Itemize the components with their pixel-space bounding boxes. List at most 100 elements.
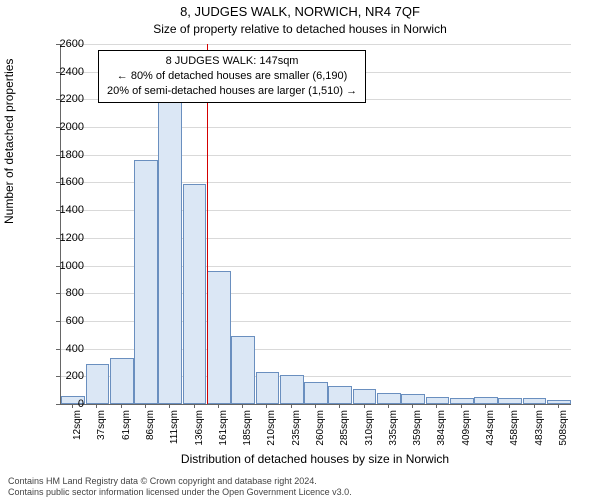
gridline [61, 127, 571, 128]
ytick-label: 1000 [44, 260, 84, 272]
xtick-mark [485, 404, 486, 408]
annotation-line: 20% of semi-detached houses are larger (… [107, 84, 357, 99]
xtick-mark [194, 404, 195, 408]
xtick-label: 210sqm [266, 410, 277, 460]
chart-title-sub: Size of property relative to detached ho… [0, 22, 600, 36]
xtick-label: 310sqm [364, 410, 375, 460]
annotation-line: 8 JUDGES WALK: 147sqm [107, 54, 357, 69]
ytick-label: 2400 [44, 66, 84, 78]
xtick-label: 260sqm [315, 410, 326, 460]
xtick-mark [266, 404, 267, 408]
ytick-mark [56, 99, 60, 100]
xtick-label: 285sqm [339, 410, 350, 460]
histogram-bar [353, 389, 377, 404]
xtick-mark [72, 404, 73, 408]
histogram-bar [134, 160, 158, 404]
ytick-label: 0 [44, 398, 84, 410]
xtick-mark [145, 404, 146, 408]
xtick-mark [315, 404, 316, 408]
xtick-label: 86sqm [145, 410, 156, 460]
histogram-bar [231, 336, 255, 404]
footer-line-2: Contains public sector information licen… [8, 487, 352, 498]
xtick-label: 508sqm [558, 410, 569, 460]
histogram-bar [280, 375, 304, 404]
ytick-label: 2600 [44, 38, 84, 50]
histogram-bar [328, 386, 352, 404]
xtick-mark [218, 404, 219, 408]
ytick-mark [56, 72, 60, 73]
xtick-mark [339, 404, 340, 408]
ytick-mark [56, 321, 60, 322]
xtick-mark [96, 404, 97, 408]
histogram-bar [256, 372, 280, 404]
ytick-mark [56, 155, 60, 156]
histogram-bar [401, 394, 425, 404]
ytick-label: 2200 [44, 93, 84, 105]
xtick-label: 12sqm [72, 410, 83, 460]
xtick-mark [364, 404, 365, 408]
gridline [61, 155, 571, 156]
ytick-label: 1800 [44, 149, 84, 161]
histogram-bar [304, 382, 328, 404]
ytick-mark [56, 404, 60, 405]
xtick-label: 37sqm [96, 410, 107, 460]
xtick-label: 409sqm [461, 410, 472, 460]
ytick-mark [56, 210, 60, 211]
histogram-bar [86, 364, 110, 404]
histogram-bar [547, 400, 571, 404]
histogram-bar [474, 397, 498, 404]
annotation-box: 8 JUDGES WALK: 147sqm← 80% of detached h… [98, 50, 366, 103]
histogram-bar [110, 358, 134, 404]
histogram-chart: 8, JUDGES WALK, NORWICH, NR4 7QF Size of… [0, 0, 600, 500]
ytick-mark [56, 44, 60, 45]
ytick-label: 1400 [44, 204, 84, 216]
xtick-label: 136sqm [194, 410, 205, 460]
xtick-label: 111sqm [169, 410, 180, 460]
ytick-mark [56, 127, 60, 128]
xtick-mark [558, 404, 559, 408]
xtick-mark [291, 404, 292, 408]
footer-attribution: Contains HM Land Registry data © Crown c… [8, 476, 352, 498]
xtick-mark [121, 404, 122, 408]
ytick-mark [56, 238, 60, 239]
xtick-label: 359sqm [412, 410, 423, 460]
y-axis-label: Number of detached properties [2, 59, 16, 224]
ytick-mark [56, 266, 60, 267]
histogram-bar [377, 393, 401, 404]
xtick-label: 335sqm [388, 410, 399, 460]
xtick-mark [436, 404, 437, 408]
ytick-label: 400 [44, 343, 84, 355]
xtick-label: 483sqm [534, 410, 545, 460]
xtick-mark [509, 404, 510, 408]
ytick-label: 1200 [44, 232, 84, 244]
ytick-mark [56, 376, 60, 377]
xtick-mark [461, 404, 462, 408]
xtick-mark [534, 404, 535, 408]
histogram-bar [183, 184, 207, 404]
footer-line-1: Contains HM Land Registry data © Crown c… [8, 476, 352, 487]
ytick-mark [56, 182, 60, 183]
xtick-label: 161sqm [218, 410, 229, 460]
chart-title-main: 8, JUDGES WALK, NORWICH, NR4 7QF [0, 4, 600, 19]
xtick-mark [169, 404, 170, 408]
histogram-bar [426, 397, 450, 404]
xtick-label: 185sqm [242, 410, 253, 460]
ytick-mark [56, 293, 60, 294]
histogram-bar [207, 271, 231, 404]
xtick-label: 434sqm [485, 410, 496, 460]
ytick-label: 200 [44, 370, 84, 382]
histogram-bar [450, 398, 474, 404]
ytick-label: 600 [44, 315, 84, 327]
ytick-label: 800 [44, 287, 84, 299]
xtick-label: 384sqm [436, 410, 447, 460]
ytick-mark [56, 349, 60, 350]
annotation-line: ← 80% of detached houses are smaller (6,… [107, 69, 357, 84]
xtick-mark [242, 404, 243, 408]
histogram-bar [158, 99, 182, 404]
xtick-mark [412, 404, 413, 408]
ytick-label: 1600 [44, 176, 84, 188]
ytick-label: 2000 [44, 121, 84, 133]
xtick-label: 61sqm [121, 410, 132, 460]
xtick-label: 235sqm [291, 410, 302, 460]
xtick-label: 458sqm [509, 410, 520, 460]
